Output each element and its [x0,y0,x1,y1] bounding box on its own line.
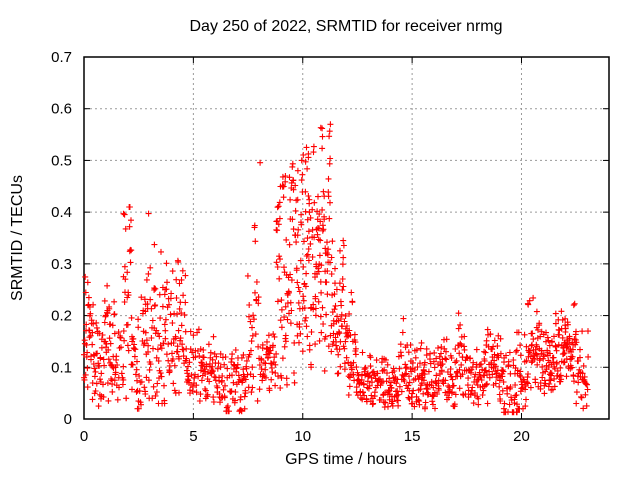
x-tick-label: 20 [513,428,530,445]
y-tick-label: 0 [64,411,72,428]
y-tick-label: 0.4 [51,204,72,221]
y-axis-label: SRMTID / TECUs [9,175,26,301]
y-tick-label: 0.7 [51,49,72,66]
x-tick-label: 0 [80,428,88,445]
chart-title: Day 250 of 2022, SRMTID for receiver nrm… [189,18,502,35]
grid-lines [85,58,608,418]
axis-ticks [83,56,609,420]
x-tick-labels: 0 5 10 15 20 [80,428,530,445]
x-axis-label: GPS time / hours [285,451,407,468]
y-tick-label: 0.1 [51,359,72,376]
plot-border [83,56,610,420]
y-tick-label: 0.5 [51,152,72,169]
x-tick-label: 5 [189,428,197,445]
y-tick-label: 0.6 [51,101,72,118]
y-tick-labels: 0 0.1 0.2 0.3 0.4 0.5 0.6 0.7 [51,49,72,428]
x-tick-label: 15 [404,428,421,445]
x-tick-label: 10 [294,428,311,445]
y-tick-label: 0.2 [51,308,72,325]
scatter-points [81,121,592,416]
y-tick-label: 0.3 [51,256,72,273]
